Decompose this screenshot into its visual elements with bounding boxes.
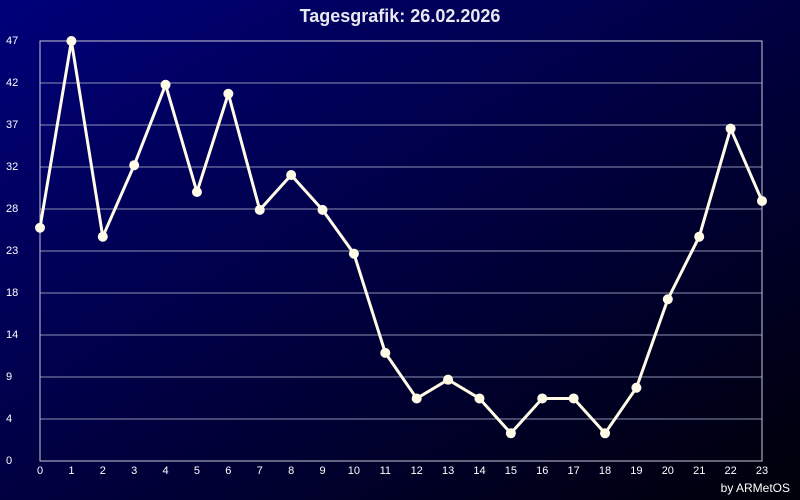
point [254, 204, 265, 215]
x-tick-label: 8 [288, 465, 294, 477]
x-tick-label: 19 [630, 465, 642, 477]
x-tick-label: 18 [599, 465, 611, 477]
x-tick-label: 23 [756, 465, 768, 477]
x-tick-label: 3 [131, 465, 137, 477]
point [348, 248, 359, 259]
point [662, 294, 673, 305]
plot-frame [39, 40, 763, 462]
point [505, 428, 516, 439]
point [600, 428, 611, 439]
x-tick-label: 6 [225, 465, 231, 477]
point [725, 123, 736, 134]
y-tick-label: 4 [6, 413, 12, 425]
point [66, 36, 77, 46]
y-tick-label: 47 [6, 35, 18, 47]
x-tick-label: 21 [693, 465, 705, 477]
x-tick-label: 17 [568, 465, 580, 477]
point [568, 393, 579, 404]
point [474, 393, 485, 404]
y-tick-label: 32 [6, 161, 18, 173]
x-tick-label: 4 [163, 465, 169, 477]
x-tick-label: 14 [473, 465, 485, 477]
y-tick-label: 18 [6, 287, 18, 299]
chart-title: Tagesgrafik: 26.02.2026 [300, 6, 501, 26]
y-tick-label: 28 [6, 203, 18, 215]
point [443, 374, 454, 385]
x-tick-label: 15 [505, 465, 517, 477]
x-tick-label: 7 [257, 465, 263, 477]
point [411, 393, 422, 404]
x-tick-label: 13 [442, 465, 454, 477]
point [191, 187, 202, 198]
point [631, 382, 642, 393]
x-tick-label: 0 [37, 465, 43, 477]
point [97, 231, 108, 242]
x-tick-label: 1 [68, 465, 74, 477]
point [757, 195, 767, 206]
x-tick-label: 9 [319, 465, 325, 477]
x-tick-label: 5 [194, 465, 200, 477]
x-tick-label: 10 [348, 465, 360, 477]
x-tick-label: 22 [724, 465, 736, 477]
point [537, 393, 548, 404]
x-tick-label: 11 [380, 465, 391, 477]
y-tick-label: 42 [6, 77, 18, 89]
y-tick-label: 9 [6, 371, 12, 383]
y-tick-label: 0 [6, 455, 12, 467]
credit: by ARMetOS [721, 481, 790, 495]
point [223, 88, 234, 99]
y-tick-label: 37 [6, 119, 18, 131]
y-tick-label: 14 [6, 329, 18, 341]
x-tick-label: 16 [536, 465, 548, 477]
point [160, 79, 171, 90]
point [317, 204, 328, 215]
point [129, 160, 140, 171]
y-tick-label: 23 [6, 245, 18, 257]
line [38, 39, 764, 435]
x-tick-label: 2 [100, 465, 106, 477]
x-tick-label: 20 [662, 465, 674, 477]
point [286, 170, 297, 181]
point [694, 231, 705, 242]
point [380, 347, 391, 358]
x-tick-label: 12 [411, 465, 423, 477]
point [35, 222, 45, 233]
